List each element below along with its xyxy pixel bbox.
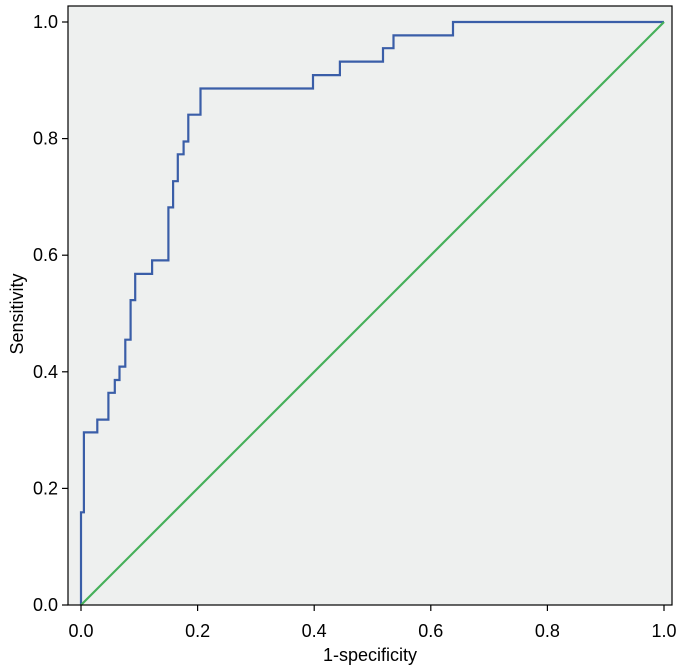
x-tick-label: 0.4 bbox=[302, 621, 327, 641]
x-tick-label: 0.0 bbox=[68, 621, 93, 641]
x-tick-label: 0.2 bbox=[185, 621, 210, 641]
plot-background bbox=[68, 6, 672, 605]
y-tick-label: 0.6 bbox=[33, 245, 58, 265]
x-axis-title: 1-specificity bbox=[323, 645, 417, 665]
reference-diagonal-line bbox=[80, 21, 665, 606]
x-tick-label: 1.0 bbox=[651, 621, 676, 641]
series-layer bbox=[79, 20, 665, 606]
y-tick-label: 1.0 bbox=[33, 12, 58, 32]
y-tick-label: 0.4 bbox=[33, 362, 58, 382]
y-tick-label: 0.8 bbox=[33, 129, 58, 149]
y-tick-label: 0.0 bbox=[33, 595, 58, 615]
y-axis-title: Sensitivity bbox=[7, 273, 27, 354]
x-tick-label: 0.8 bbox=[535, 621, 560, 641]
y-tick-label: 0.2 bbox=[33, 478, 58, 498]
ticks-layer: 0.0 0.2 0.4 0.6 0.8 1.0 0.0 0.2 0.4 0.6 0.8 1.0 bbox=[33, 12, 677, 641]
plot-frame bbox=[67, 5, 673, 606]
roc-curve-line bbox=[79, 20, 664, 605]
x-tick-label: 0.6 bbox=[418, 621, 443, 641]
